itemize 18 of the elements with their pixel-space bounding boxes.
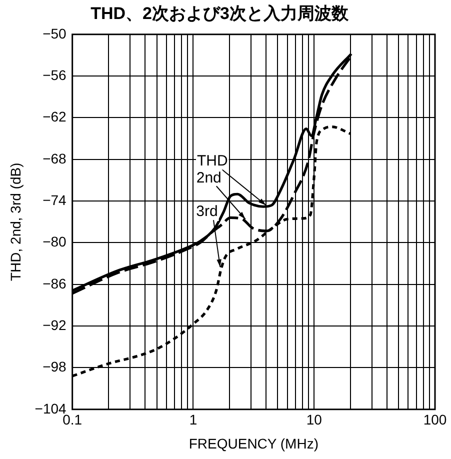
x-tick-label: 100 [423,412,447,428]
y-tick-label: −50 [42,25,67,42]
x-axis-title: FREQUENCY (MHz) [188,435,318,452]
y-tick-label: −62 [42,108,67,125]
y-tick-label: −80 [42,234,67,250]
annotation: 3rd [196,203,218,220]
x-tick-label: 10 [306,412,322,428]
y-tick-label: −92 [42,316,67,333]
y-tick-label: −56 [42,66,67,83]
y-tick-label: −74 [42,192,67,208]
y-tick-label: −86 [42,275,67,292]
y-axis-title: THD, 2nd, 3rd (dB) [7,162,24,282]
annotation: 2nd [196,169,222,186]
chart-title: THD、2次および3次と入力周波数 [90,4,350,23]
x-tick-label: 1 [189,412,198,428]
annotation: THD [197,152,228,170]
y-tick-label: −68 [42,150,67,166]
y-tick-label: −98 [42,358,67,375]
